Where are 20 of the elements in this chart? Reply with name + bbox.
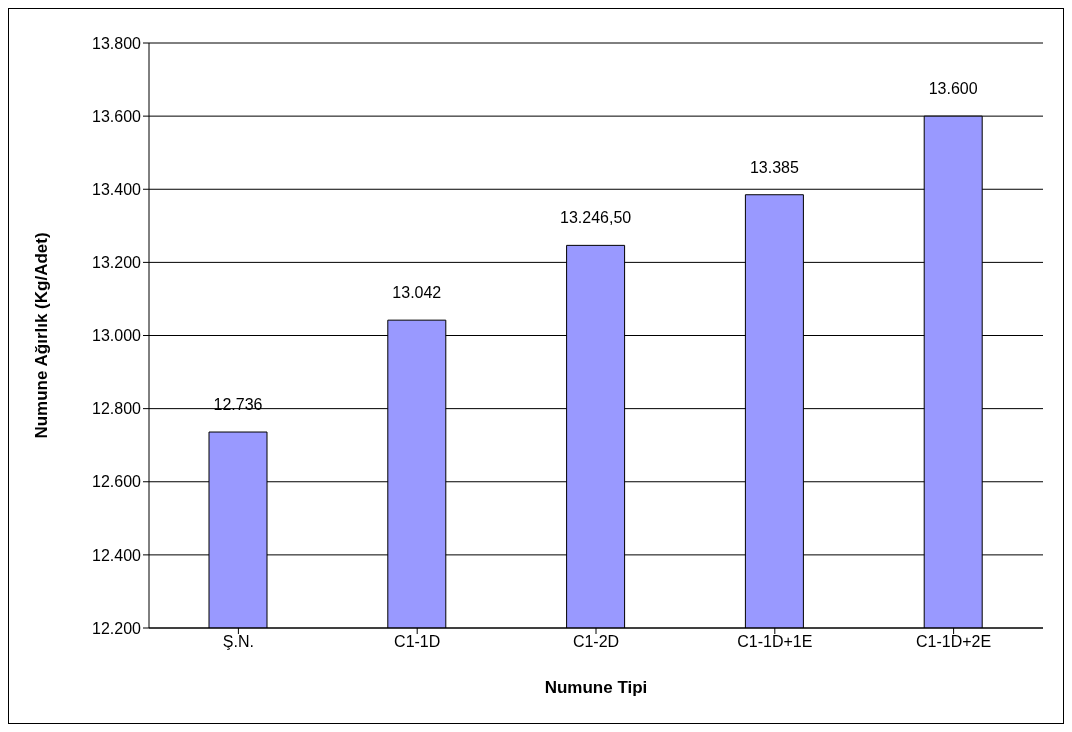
data-label: 13.385 xyxy=(749,158,799,176)
y-tick-label: 13.200 xyxy=(92,254,142,272)
y-axis-title: Numune Ağırlık (Kg/Adet) xyxy=(32,232,52,439)
x-tick-label: C1-1D+1E xyxy=(737,633,813,651)
x-tick-label: Ş.N. xyxy=(222,633,254,651)
y-tick-label: 13.600 xyxy=(92,107,142,125)
x-tick-label: C1-2D xyxy=(572,633,620,651)
y-tick-label: 13.800 xyxy=(92,34,142,52)
y-tick-label: 13.400 xyxy=(92,180,142,198)
x-tick-label: C1-1D xyxy=(394,633,441,651)
y-tick-label: 12.200 xyxy=(92,619,142,637)
data-label: 13.042 xyxy=(392,284,442,302)
y-tick-label: 12.400 xyxy=(92,546,142,564)
x-axis-title: Numune Tipi xyxy=(544,678,648,697)
data-label: 13.600 xyxy=(928,80,978,98)
x-tick-label: C1-1D+2E xyxy=(916,633,992,651)
y-tick-label: 13.000 xyxy=(92,327,142,345)
y-tick-label: 12.600 xyxy=(92,473,142,491)
y-tick-label: 12.800 xyxy=(92,400,142,418)
data-label: 13.246,50 xyxy=(560,209,632,227)
